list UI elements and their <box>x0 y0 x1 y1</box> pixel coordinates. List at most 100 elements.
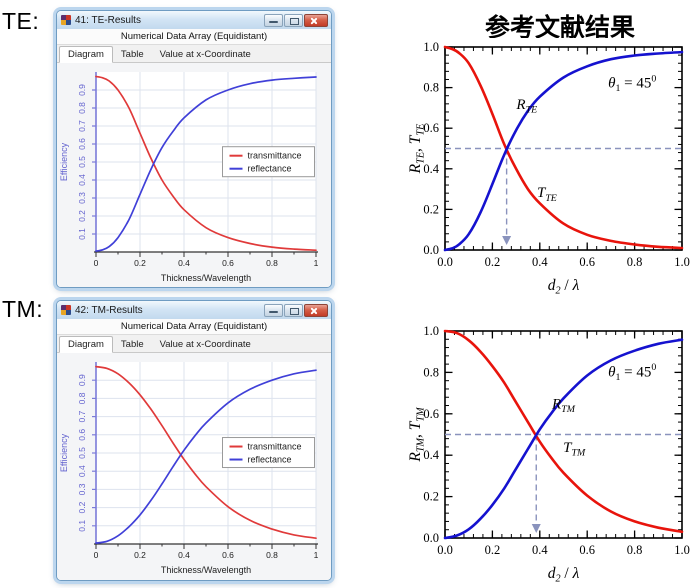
minimize-button[interactable] <box>264 303 283 317</box>
svg-text:RTM, TTM: RTM, TTM <box>407 407 427 463</box>
theta-annotation: θ1 = 450 <box>608 362 656 383</box>
tm-section-label: TM: <box>2 296 44 322</box>
tab-diagram[interactable]: Diagram <box>59 336 113 353</box>
svg-text:0.2: 0.2 <box>77 501 87 513</box>
svg-text:0.6: 0.6 <box>579 255 595 269</box>
tm-plot-area: 0 0.2 0.4 0.6 0.8 1 0.1 0.2 0.3 0.4 0.5 0.6 0.7 0.8 0.… <box>57 353 331 580</box>
window-subtitle: Numerical Data Array (Equidistant) <box>57 319 331 335</box>
te-window-titlebar[interactable]: 41: TE-Results <box>57 11 331 29</box>
maximize-icon <box>290 307 299 315</box>
svg-text:0.7: 0.7 <box>77 410 87 422</box>
y-axis-label: RTM, TTM <box>407 407 427 463</box>
svg-text:1.0: 1.0 <box>423 40 439 54</box>
svg-text:0.0: 0.0 <box>423 243 439 257</box>
window-title: 42: TM-Results <box>75 304 143 316</box>
app-icon <box>61 305 71 315</box>
close-button[interactable] <box>304 13 328 27</box>
legend: transmittance reflectance <box>222 437 315 469</box>
y-axis-label: RTE, TTE <box>407 123 427 174</box>
svg-text:0.3: 0.3 <box>77 483 87 495</box>
R_TE-curve <box>443 50 684 252</box>
svg-text:0.4: 0.4 <box>532 543 548 557</box>
reflectance-curve <box>95 369 317 544</box>
tab-table[interactable]: Table <box>120 339 144 350</box>
legend-label: transmittance <box>248 442 302 452</box>
te-reference-chart: 0.0 0.2 0.4 0.6 0.8 1.0 0.0 0.2 0.4 0.6 0.8 1.0 θ1 =… <box>403 38 691 296</box>
reference-title: 参考文献结果 <box>484 14 635 42</box>
tm-reference-chart: 0.0 0.2 0.4 0.6 0.8 1.0 0.0 0.2 0.4 0.6 0.8 1.0 θ1 =… <box>403 322 691 584</box>
tab-value-at-x-coordinate[interactable]: Value at x-Coordinate <box>159 339 251 350</box>
maximize-button[interactable] <box>284 303 303 317</box>
maximize-icon <box>290 17 299 25</box>
te-plot-area: 0 0.2 0.4 0.6 0.8 1 0.1 0.2 0.3 0.4 0.5 0.6 0.7 0.8 0.… <box>57 63 331 287</box>
t-curve-label: TTM <box>563 440 586 459</box>
svg-text:0.0: 0.0 <box>437 255 453 269</box>
svg-text:1.0: 1.0 <box>674 543 690 557</box>
svg-text:0.1: 0.1 <box>77 228 87 240</box>
tab-value-at-x-coordinate[interactable]: Value at x-Coordinate <box>159 49 251 60</box>
maximize-button[interactable] <box>284 13 303 27</box>
svg-text:0.8: 0.8 <box>423 81 439 95</box>
svg-text:0.4: 0.4 <box>532 255 548 269</box>
svg-text:0.4: 0.4 <box>423 162 439 176</box>
svg-text:0.9: 0.9 <box>77 84 87 96</box>
svg-text:RTE, TTE: RTE, TTE <box>407 123 427 174</box>
R_TM-curve <box>443 338 684 540</box>
tm-window-titlebar[interactable]: 42: TM-Results <box>57 301 331 319</box>
x-axis-label: d2 / λ <box>548 565 580 584</box>
svg-text:0.8: 0.8 <box>627 255 643 269</box>
svg-text:0.5: 0.5 <box>77 156 87 168</box>
transmittance-curve <box>95 365 317 540</box>
svg-text:0.3: 0.3 <box>77 192 87 204</box>
legend-label: reflectance <box>248 455 292 465</box>
svg-text:0.6: 0.6 <box>423 121 439 135</box>
svg-text:0: 0 <box>94 550 99 560</box>
te-results-window: 41: TE-Results Numerical Data Array (Equ… <box>56 10 332 288</box>
svg-text:0.6: 0.6 <box>222 550 234 560</box>
svg-text:0: 0 <box>94 258 99 268</box>
svg-text:1: 1 <box>314 550 319 560</box>
svg-text:0.5: 0.5 <box>77 447 87 459</box>
svg-text:1.0: 1.0 <box>423 324 439 338</box>
te-efficiency-chart: 0 0.2 0.4 0.6 0.8 1 0.1 0.2 0.3 0.4 0.5 0.6 0.7 0.8 0.… <box>58 64 326 287</box>
y-axis-label: Efficiency <box>59 142 69 181</box>
svg-text:0.9: 0.9 <box>77 374 87 386</box>
arrow-down-icon <box>531 524 541 533</box>
svg-text:0.4: 0.4 <box>178 258 190 268</box>
svg-text:0.2: 0.2 <box>485 543 501 557</box>
r-curve-label: RTM <box>551 397 576 416</box>
reflectance-curve <box>95 76 317 252</box>
svg-text:0.6: 0.6 <box>579 543 595 557</box>
transmittance-curve <box>95 75 317 252</box>
svg-text:0.2: 0.2 <box>134 258 146 268</box>
svg-text:0.8: 0.8 <box>77 392 87 404</box>
svg-text:0.8: 0.8 <box>266 550 278 560</box>
T_TE-curve <box>443 45 684 250</box>
close-button[interactable] <box>304 303 328 317</box>
svg-text:0.6: 0.6 <box>77 138 87 150</box>
x-axis-label: Thickness/Wavelength <box>161 565 251 575</box>
svg-text:0.2: 0.2 <box>485 255 501 269</box>
svg-text:0.8: 0.8 <box>77 102 87 114</box>
svg-text:0.4: 0.4 <box>77 465 87 477</box>
minimize-button[interactable] <box>264 13 283 27</box>
svg-text:0.6: 0.6 <box>423 407 439 421</box>
legend-label: reflectance <box>248 164 292 174</box>
svg-text:0.4: 0.4 <box>423 448 439 462</box>
svg-text:0.0: 0.0 <box>423 531 439 545</box>
tab-table[interactable]: Table <box>120 49 144 60</box>
legend-label: transmittance <box>248 151 302 161</box>
window-controls <box>264 303 328 317</box>
window-controls <box>264 13 328 27</box>
tm-efficiency-chart: 0 0.2 0.4 0.6 0.8 1 0.1 0.2 0.3 0.4 0.5 0.6 0.7 0.8 0.… <box>58 354 326 580</box>
svg-text:0.6: 0.6 <box>77 429 87 441</box>
svg-text:0.2: 0.2 <box>423 202 439 216</box>
svg-text:0.8: 0.8 <box>627 543 643 557</box>
svg-text:0.6: 0.6 <box>222 258 234 268</box>
tab-bar: Diagram Table Value at x-Coordinate <box>57 45 331 63</box>
tab-diagram[interactable]: Diagram <box>59 46 113 63</box>
te-section-label: TE: <box>2 8 40 34</box>
T_TM-curve <box>443 329 684 534</box>
svg-text:0.2: 0.2 <box>134 550 146 560</box>
